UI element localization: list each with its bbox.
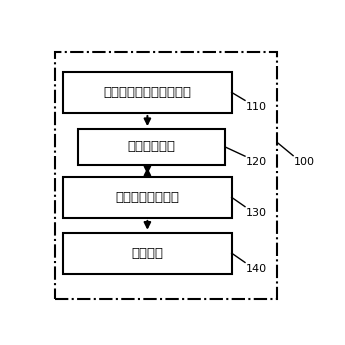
Text: 充电模块: 充电模块 bbox=[131, 247, 164, 260]
Text: 120: 120 bbox=[246, 157, 267, 167]
Text: 100: 100 bbox=[294, 157, 315, 167]
Bar bbox=[63, 233, 231, 274]
Bar bbox=[78, 129, 225, 165]
Text: 信息存储模块: 信息存储模块 bbox=[127, 140, 175, 154]
Bar bbox=[63, 72, 231, 113]
Text: 保护型充电模式设置模块: 保护型充电模式设置模块 bbox=[104, 86, 191, 99]
Bar bbox=[63, 177, 231, 218]
Text: 140: 140 bbox=[246, 264, 267, 274]
Text: 充电优化算法模块: 充电优化算法模块 bbox=[115, 191, 179, 204]
Text: 130: 130 bbox=[246, 208, 267, 218]
Bar bbox=[55, 52, 277, 299]
Text: 110: 110 bbox=[246, 102, 267, 112]
